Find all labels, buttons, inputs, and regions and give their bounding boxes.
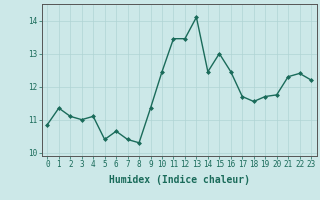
X-axis label: Humidex (Indice chaleur): Humidex (Indice chaleur) [109,175,250,185]
